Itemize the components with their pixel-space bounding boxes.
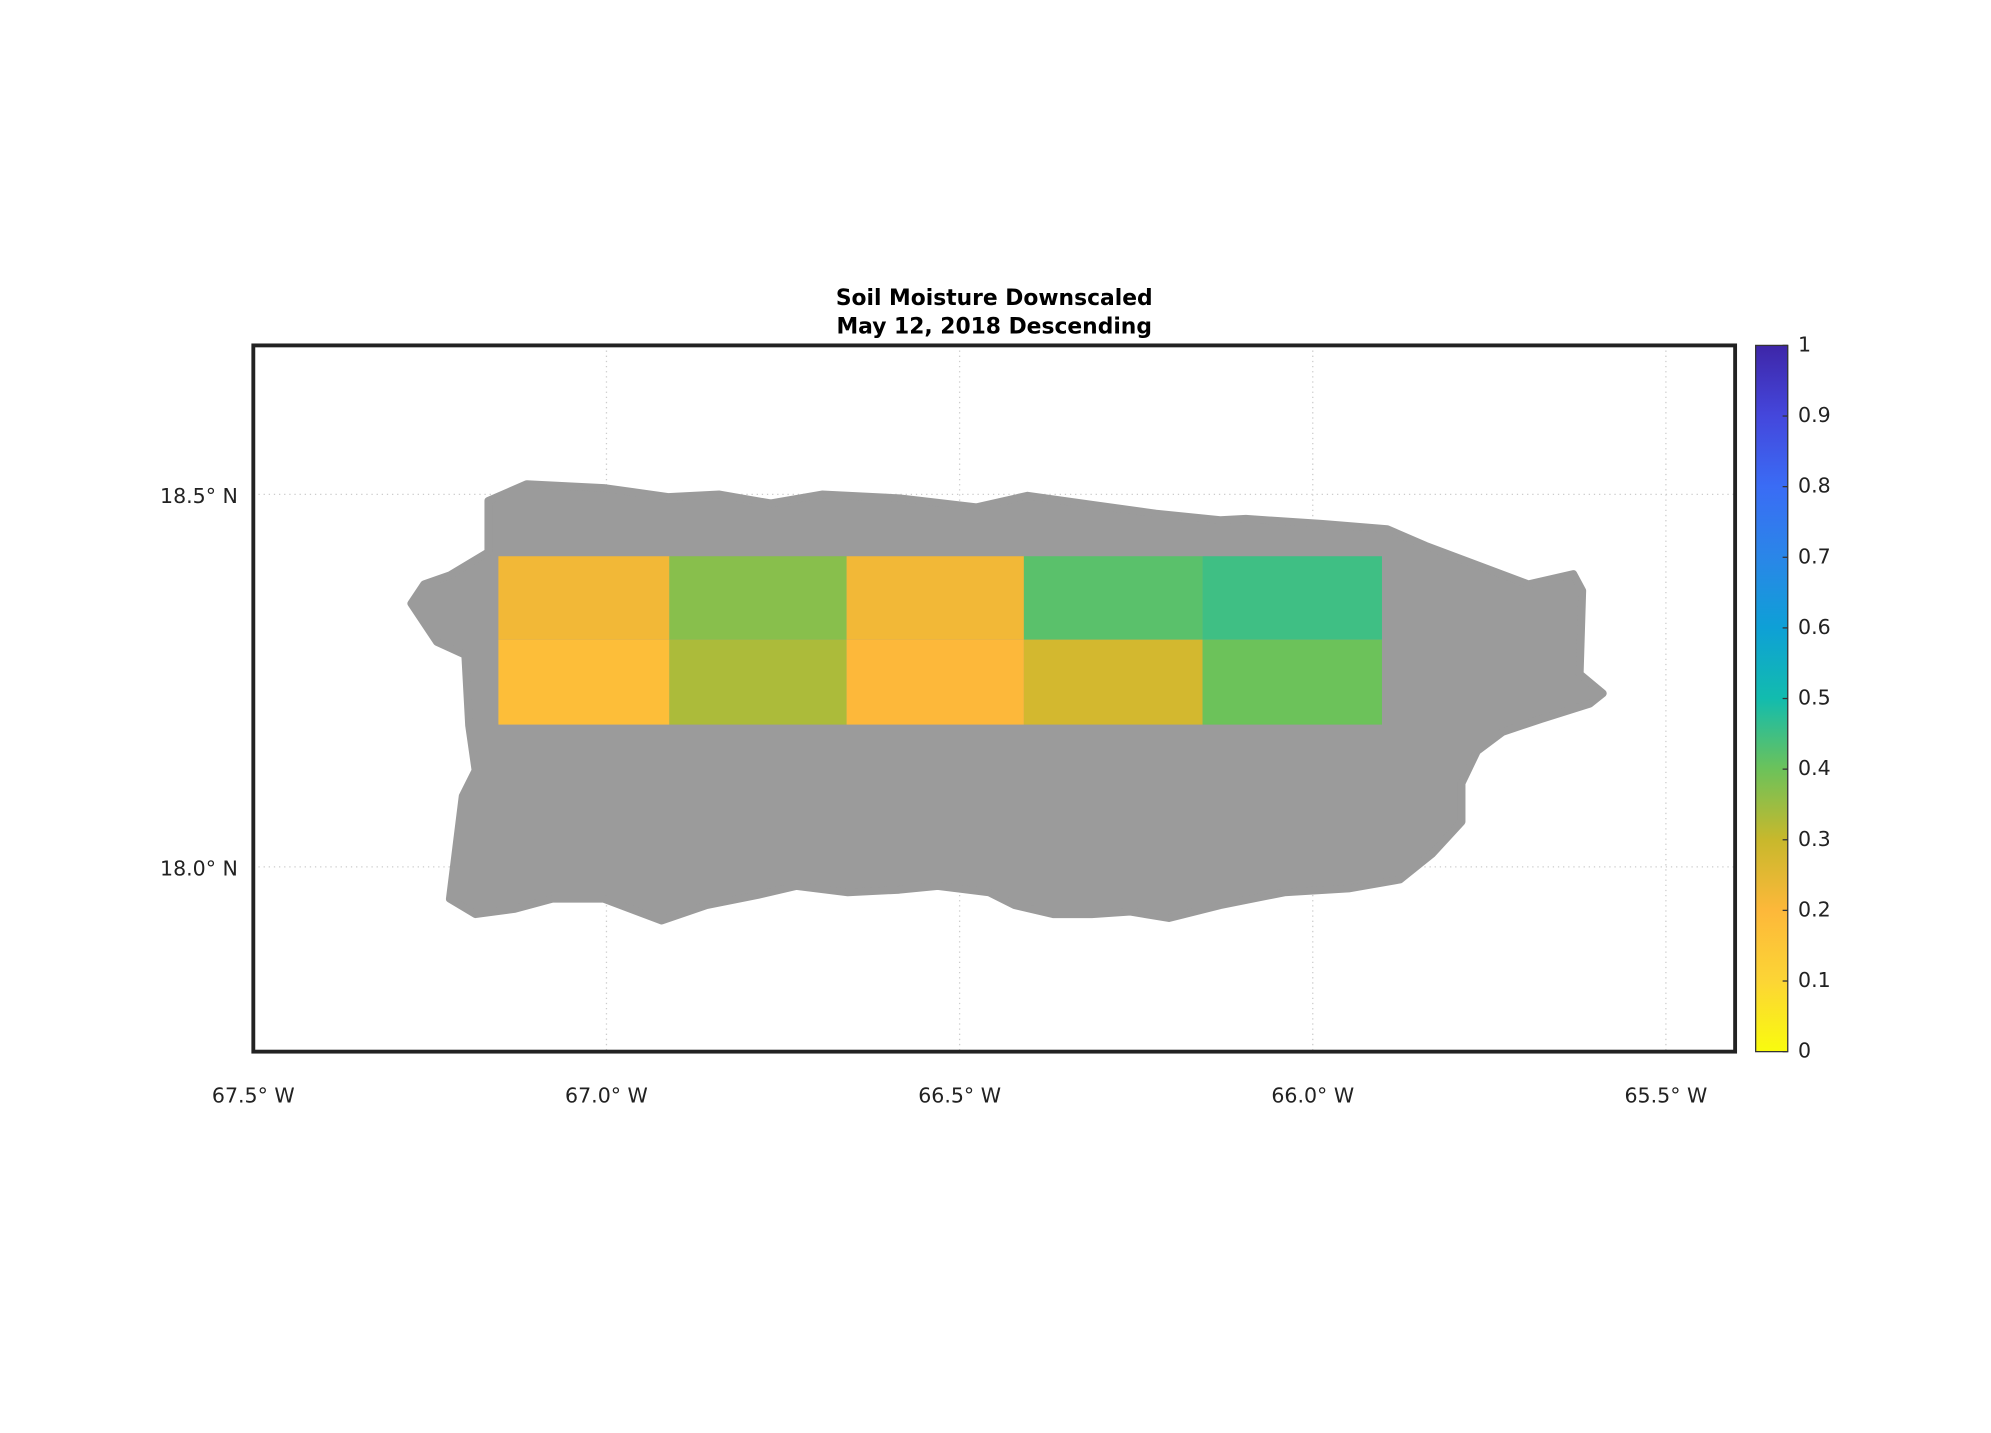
moisture-cell bbox=[846, 639, 1024, 725]
y-tick-label: 18.5° N bbox=[160, 484, 238, 508]
y-tick-label: 18.0° N bbox=[160, 856, 238, 880]
title-line-2: May 12, 2018 Descending bbox=[836, 314, 1151, 339]
axes-frame bbox=[251, 343, 1738, 1054]
colorbar-tick-label: 0.5 bbox=[1798, 686, 1831, 710]
colorbar-tick-label: 1 bbox=[1798, 332, 1811, 356]
colorbar-tick-label: 0.8 bbox=[1798, 474, 1831, 498]
moisture-cell bbox=[498, 639, 670, 725]
x-tick-label: 67.5° W bbox=[212, 1084, 295, 1108]
x-tick-label: 67.0° W bbox=[565, 1084, 648, 1108]
moisture-cell bbox=[1023, 556, 1203, 640]
colorbar-tick-label: 0.2 bbox=[1798, 897, 1831, 921]
colorbar-tick-label: 0 bbox=[1798, 1039, 1811, 1063]
moisture-cells bbox=[498, 556, 1382, 725]
x-tick-label: 66.5° W bbox=[918, 1084, 1001, 1108]
moisture-cell bbox=[1202, 556, 1382, 640]
moisture-cell bbox=[1202, 639, 1382, 725]
moisture-cell bbox=[669, 556, 847, 640]
colorbar-tick-label: 0.9 bbox=[1798, 403, 1831, 427]
x-tick-label: 66.0° W bbox=[1271, 1084, 1354, 1108]
colorbar-tick-label: 0.3 bbox=[1798, 827, 1831, 851]
x-tick-label: 65.5° W bbox=[1624, 1084, 1707, 1108]
moisture-cell bbox=[1023, 639, 1203, 725]
moisture-cell bbox=[846, 556, 1024, 640]
colorbar-tick-label: 0.1 bbox=[1798, 968, 1831, 992]
title-line-1: Soil Moisture Downscaled bbox=[836, 286, 1153, 311]
colorbar: 0 0.1 0.2 0.3 0.4 0.5 0.6 0.7 0.8 0.9 1 bbox=[1755, 332, 1831, 1063]
colorbar-tick-label: 0.6 bbox=[1798, 615, 1831, 639]
colorbar-fill bbox=[1755, 344, 1789, 1053]
moisture-cell bbox=[669, 639, 847, 725]
colorbar-tick-label: 0.4 bbox=[1798, 756, 1831, 780]
colorbar-tick-label: 0.7 bbox=[1798, 544, 1831, 568]
moisture-cell bbox=[498, 556, 670, 640]
